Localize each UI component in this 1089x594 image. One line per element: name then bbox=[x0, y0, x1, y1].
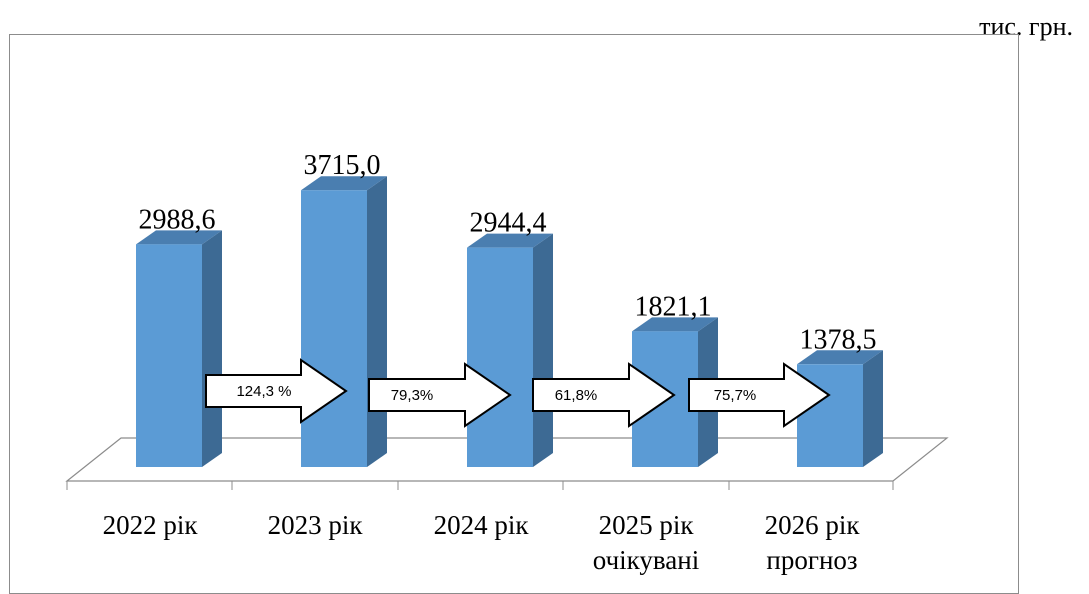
growth-arrow-icon bbox=[532, 362, 676, 428]
data-label: 1821,1 bbox=[635, 291, 712, 322]
bar-side bbox=[863, 350, 883, 467]
growth-arrow: 124,3 % bbox=[205, 358, 348, 424]
bar-side bbox=[367, 176, 387, 468]
labels-group: 2988,6 2022 рік 3715,0 2023 рік 2944,4 2024 р… bbox=[103, 150, 877, 575]
bar-side bbox=[202, 230, 222, 467]
bar-top bbox=[301, 176, 387, 191]
growth-label: 124,3 % bbox=[236, 383, 291, 400]
bar-top bbox=[136, 230, 222, 245]
growth-arrows-group: 124,3 % 79,3% 61,8% 75,7% bbox=[205, 358, 831, 428]
bar-side bbox=[533, 233, 553, 467]
growth-arrow: 75,7% bbox=[688, 362, 831, 428]
x-tick-label: 2024 рік bbox=[434, 510, 530, 540]
growth-label: 61,8% bbox=[555, 387, 598, 404]
data-label: 2944,4 bbox=[470, 208, 547, 239]
bar-front bbox=[136, 244, 202, 467]
data-label: 3715,0 bbox=[304, 150, 381, 181]
data-label: 1378,5 bbox=[800, 324, 877, 355]
growth-label: 79,3% bbox=[391, 387, 434, 404]
growth-arrow: 61,8% bbox=[532, 362, 676, 428]
x-tick-label: 2022 рік bbox=[103, 510, 199, 540]
growth-arrow-icon bbox=[688, 362, 831, 428]
bar-front bbox=[301, 190, 367, 468]
bar-top bbox=[632, 317, 718, 332]
bar-front bbox=[467, 247, 533, 467]
bar bbox=[136, 230, 222, 467]
growth-arrow-icon bbox=[368, 362, 512, 428]
growth-label: 75,7% bbox=[714, 387, 757, 404]
growth-arrow: 79,3% bbox=[368, 362, 512, 428]
bar-top bbox=[467, 233, 553, 248]
x-tick-label: очікувані bbox=[593, 545, 699, 575]
x-tick-label: 2026 рік bbox=[765, 510, 861, 540]
x-tick-label: 2025 рік bbox=[599, 510, 695, 540]
bar-top bbox=[797, 350, 883, 365]
bar bbox=[467, 233, 553, 467]
x-tick-label: прогноз bbox=[766, 545, 857, 575]
data-label: 2988,6 bbox=[139, 204, 216, 235]
x-tick-label: 2023 рік bbox=[268, 510, 364, 540]
bar bbox=[301, 176, 387, 468]
growth-arrow-icon bbox=[205, 358, 348, 424]
